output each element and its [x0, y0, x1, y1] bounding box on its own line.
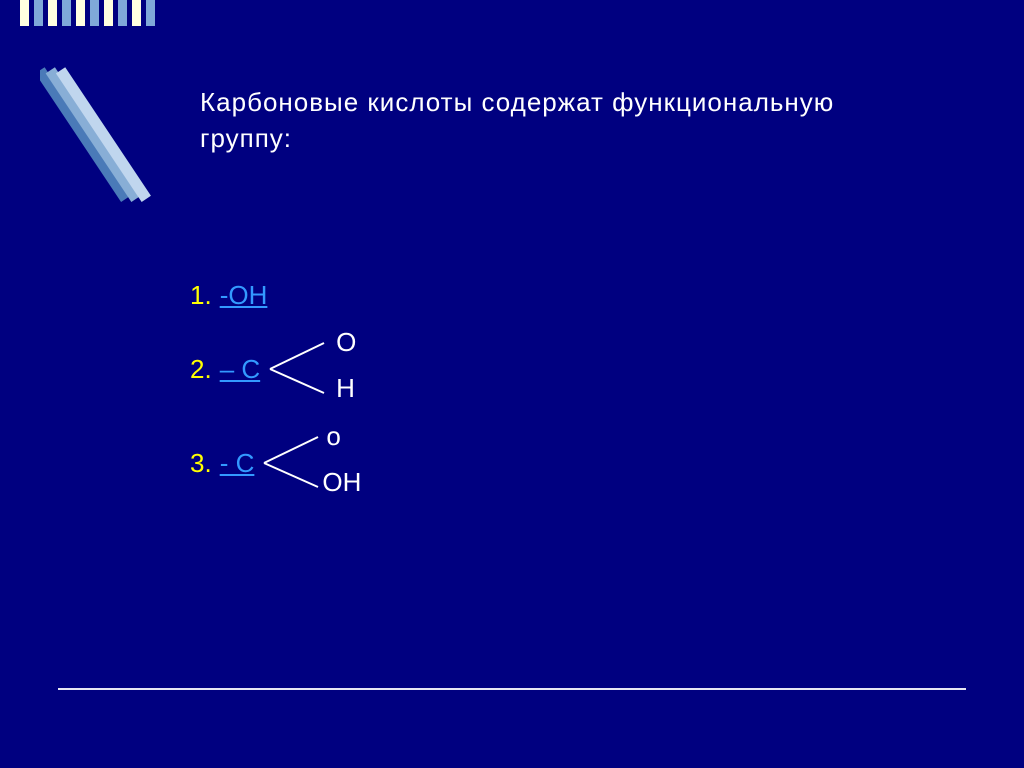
- chem-branch: ОН: [266, 333, 406, 405]
- corner-diagonal-bars: [40, 56, 160, 256]
- top-bar: [20, 0, 29, 26]
- top-bar: [34, 0, 43, 26]
- top-bar: [104, 0, 113, 26]
- option-row-2: 2. – СОН: [190, 333, 406, 405]
- option-number: 2.: [190, 354, 212, 385]
- top-bar: [76, 0, 85, 26]
- options-list: 1.-ОН2.– СОН3.- СоОН: [190, 280, 406, 521]
- option-link[interactable]: -ОН: [220, 280, 268, 311]
- option-link[interactable]: – С: [220, 354, 260, 385]
- top-decorative-bars: [20, 0, 155, 26]
- bottom-divider: [58, 688, 966, 690]
- option-row-3: 3. - СоОН: [190, 427, 406, 499]
- slide-title: Карбоновые кислоты содержат функциональн…: [200, 84, 924, 157]
- top-bar: [48, 0, 57, 26]
- top-bar: [62, 0, 71, 26]
- chem-atom-bottom: ОН: [322, 467, 361, 498]
- chem-atom-bottom: Н: [336, 373, 355, 404]
- top-bar: [90, 0, 99, 26]
- top-bar: [118, 0, 127, 26]
- option-number: 3.: [190, 448, 212, 479]
- top-bar: [146, 0, 155, 26]
- option-number: 1.: [190, 280, 212, 311]
- chem-atom-top: О: [336, 327, 356, 358]
- chem-atom-top: о: [326, 421, 340, 452]
- option-row-1: 1. -ОН: [190, 280, 406, 311]
- option-link[interactable]: - С: [220, 448, 255, 479]
- top-bar: [132, 0, 141, 26]
- chem-branch: оОН: [260, 427, 400, 499]
